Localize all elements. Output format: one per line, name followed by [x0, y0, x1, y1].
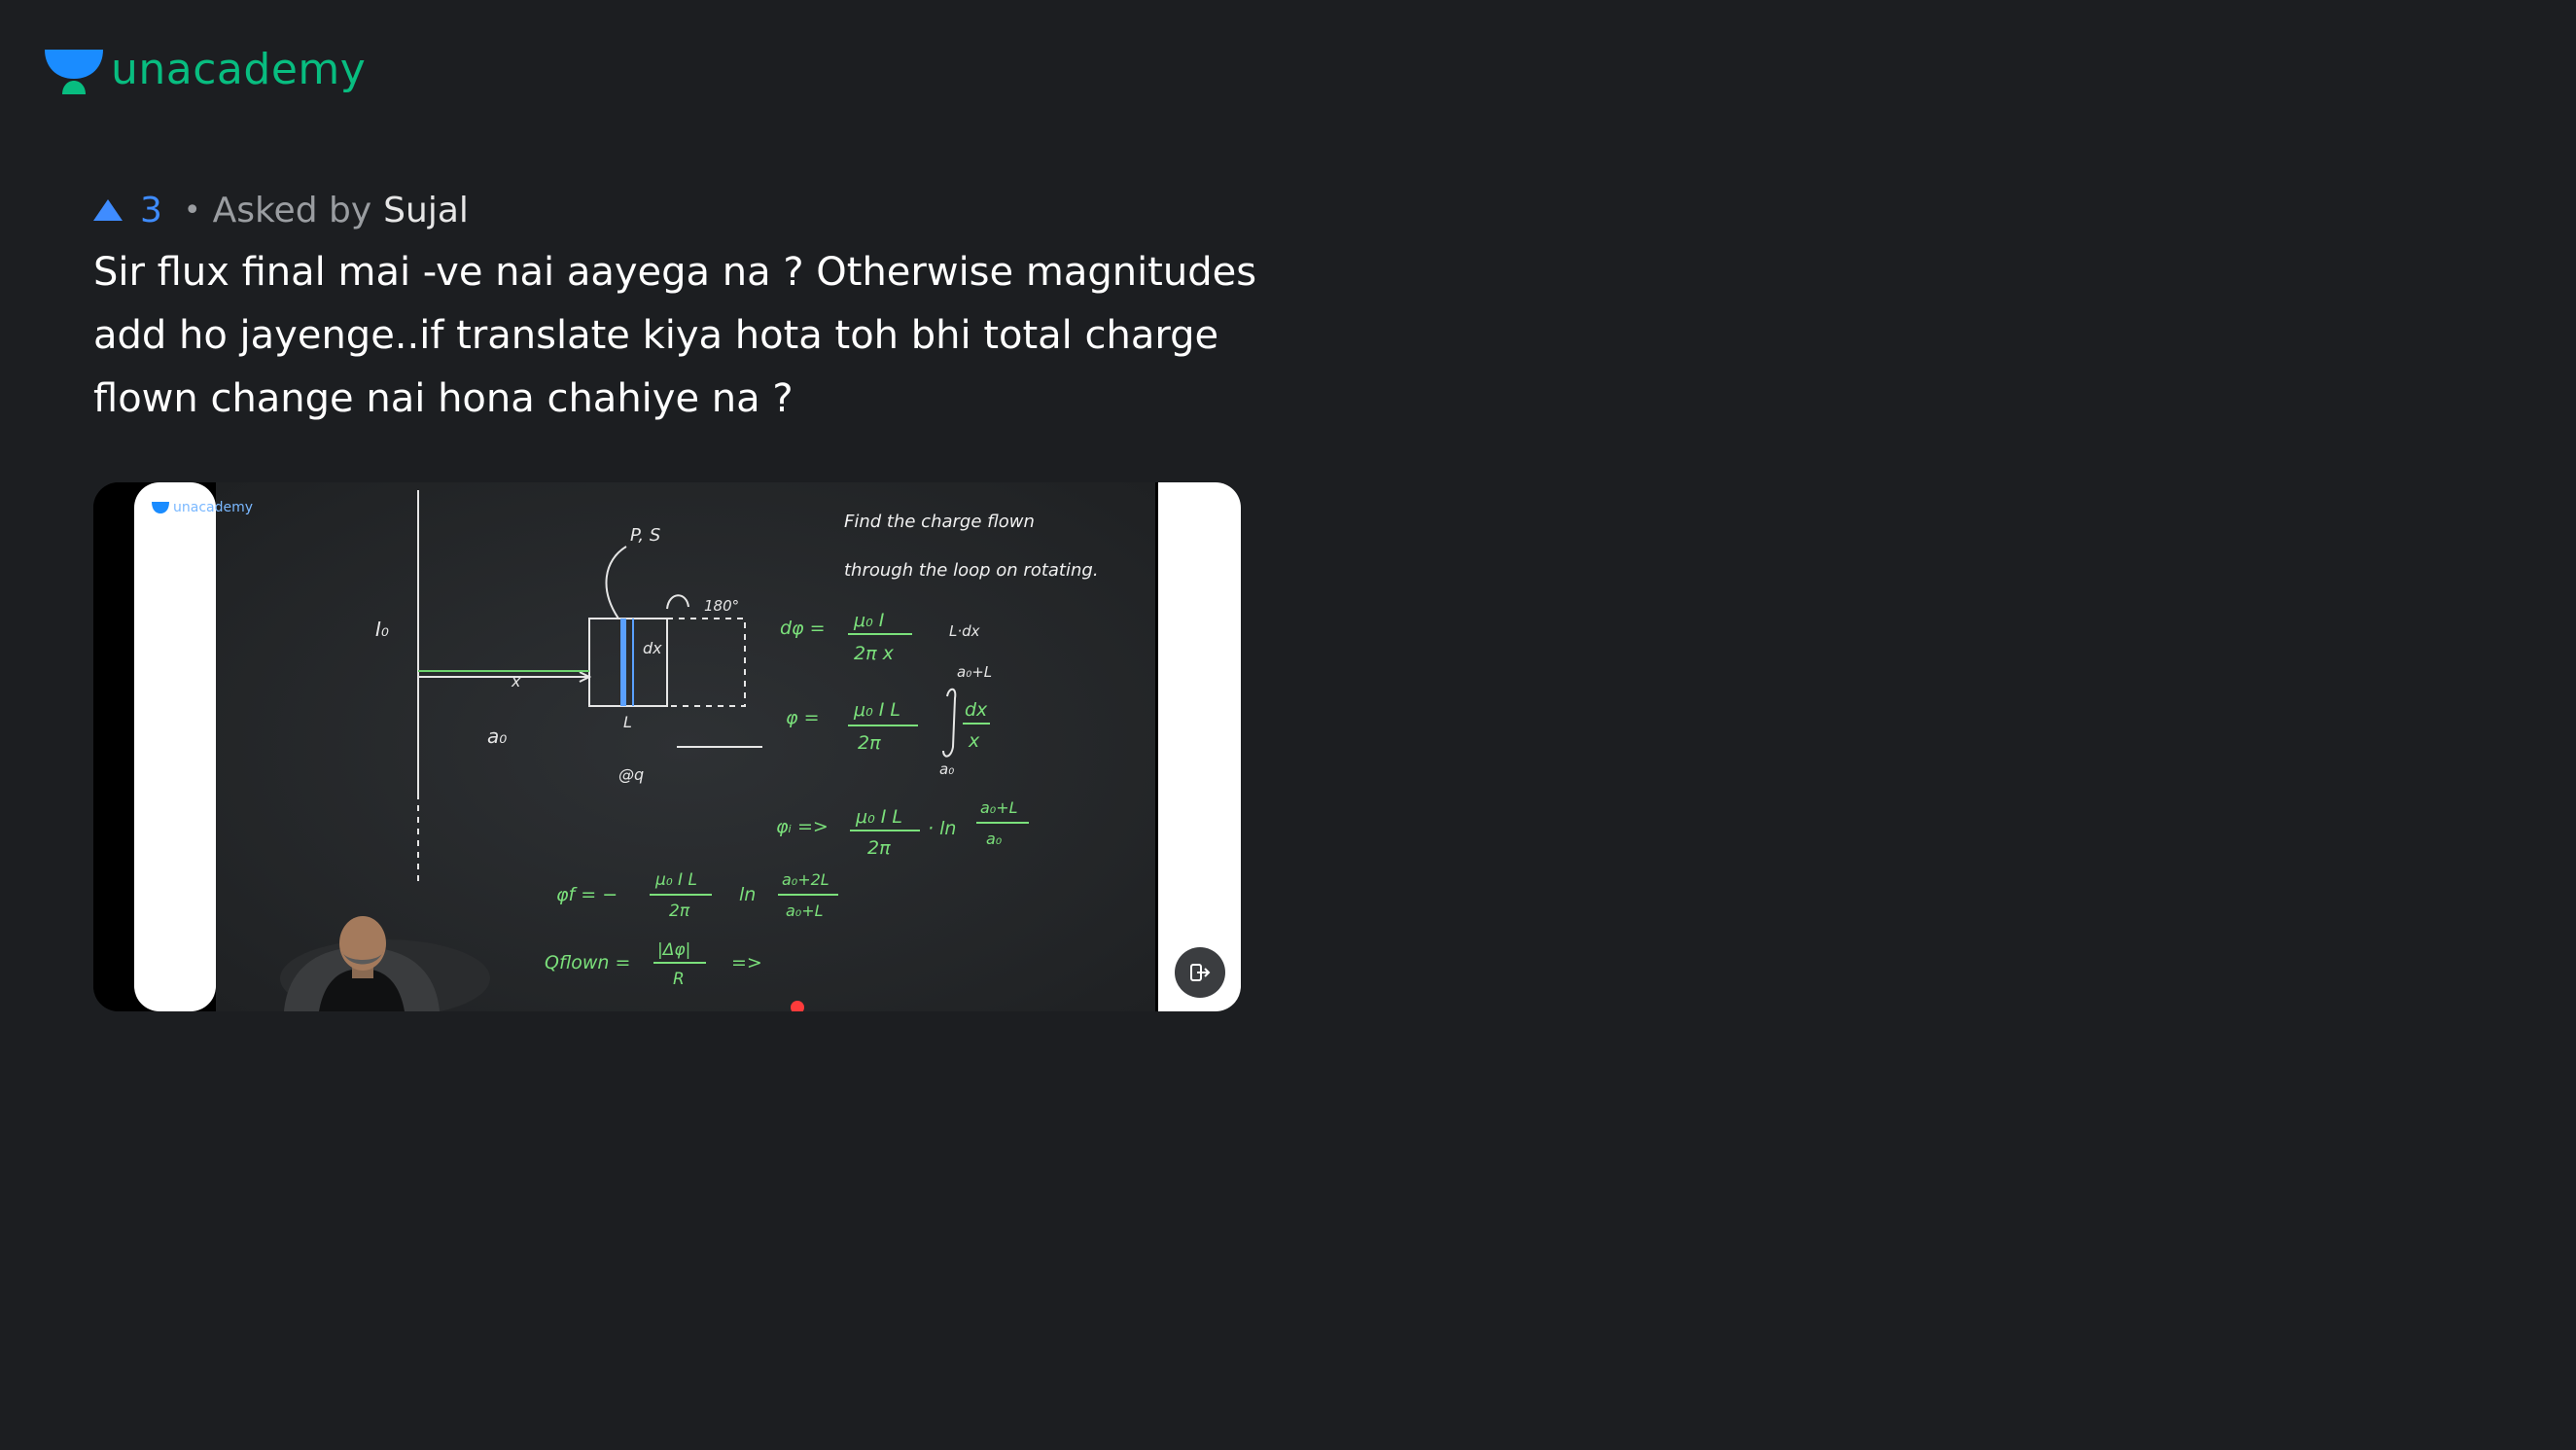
- unacademy-logo-icon: [45, 50, 103, 94]
- video-player[interactable]: unacademy I₀ x a₀ L dx P, S 180° @q: [93, 482, 1241, 1011]
- svg-text:μ₀ I L: μ₀ I L: [654, 870, 697, 890]
- svg-text:Find the charge flown: Find the charge flown: [844, 512, 1035, 532]
- svg-text:2π x: 2π x: [854, 643, 895, 664]
- svg-text:φf = −: φf = −: [556, 884, 618, 905]
- svg-text:|Δφ|: |Δφ|: [657, 940, 690, 960]
- svg-text:μ₀ I: μ₀ I: [853, 610, 885, 631]
- unacademy-logo[interactable]: unacademy: [45, 43, 366, 97]
- svg-text:· ln: · ln: [928, 818, 956, 839]
- svg-text:2π: 2π: [858, 732, 881, 754]
- svg-text:x: x: [968, 730, 980, 752]
- instructor-figure: [280, 916, 490, 1011]
- upvote-icon[interactable]: [93, 199, 123, 221]
- svg-text:a₀+2L: a₀+2L: [782, 870, 829, 889]
- svg-text:ln: ln: [739, 884, 756, 905]
- svg-text:dφ =: dφ =: [780, 618, 826, 639]
- upvote-count: 3: [140, 190, 162, 230]
- svg-text:a₀: a₀: [487, 725, 507, 748]
- svg-text:μ₀ I L: μ₀ I L: [853, 699, 900, 721]
- svg-text:180°: 180°: [704, 597, 739, 615]
- svg-text:2π: 2π: [867, 837, 891, 859]
- svg-text:μ₀ I L: μ₀ I L: [855, 806, 902, 828]
- svg-text:L·dx: L·dx: [949, 622, 980, 640]
- svg-text:unacademy: unacademy: [173, 500, 253, 515]
- svg-text:2π: 2π: [669, 902, 690, 921]
- whiteboard-frame: unacademy I₀ x a₀ L dx P, S 180° @q: [93, 482, 1241, 1011]
- separator-dot: •: [183, 193, 201, 228]
- svg-text:a₀+L: a₀+L: [980, 798, 1018, 817]
- svg-text:φᵢ =>: φᵢ =>: [776, 816, 829, 837]
- svg-text:=>: =>: [731, 952, 762, 973]
- question-meta: 3 • Asked by Sujal: [93, 191, 469, 230]
- question-text: Sir flux final mai -ve nai aayega na ? O…: [93, 250, 1257, 421]
- svg-text:a₀+L: a₀+L: [786, 902, 824, 920]
- svg-text:a₀: a₀: [939, 760, 954, 778]
- asked-by-label: Asked by: [212, 190, 372, 230]
- right-white-panel: [1158, 482, 1241, 1011]
- svg-text:dx: dx: [643, 639, 662, 657]
- svg-text:a₀: a₀: [986, 830, 1003, 848]
- svg-text:through the loop on rotating.: through the loop on rotating.: [844, 560, 1099, 581]
- brand-name: unacademy: [111, 45, 367, 94]
- asker-name: Sujal: [383, 190, 469, 230]
- svg-text:φ =: φ =: [786, 707, 820, 728]
- pointer-dot: [791, 1001, 804, 1011]
- svg-text:x: x: [511, 672, 521, 690]
- svg-text:dx: dx: [965, 699, 988, 721]
- exit-icon: [1190, 964, 1211, 981]
- exit-fullscreen-button[interactable]: [1175, 947, 1225, 998]
- svg-text:R: R: [673, 970, 685, 989]
- board-watermark: unacademy: [152, 500, 253, 515]
- svg-text:@q: @q: [618, 765, 644, 784]
- svg-text:I₀: I₀: [375, 618, 389, 641]
- svg-text:L: L: [623, 713, 632, 731]
- svg-text:P, S: P, S: [630, 525, 660, 546]
- left-white-panel: [134, 482, 216, 1011]
- svg-text:Qflown =: Qflown =: [545, 952, 630, 973]
- svg-text:a₀+L: a₀+L: [957, 663, 992, 681]
